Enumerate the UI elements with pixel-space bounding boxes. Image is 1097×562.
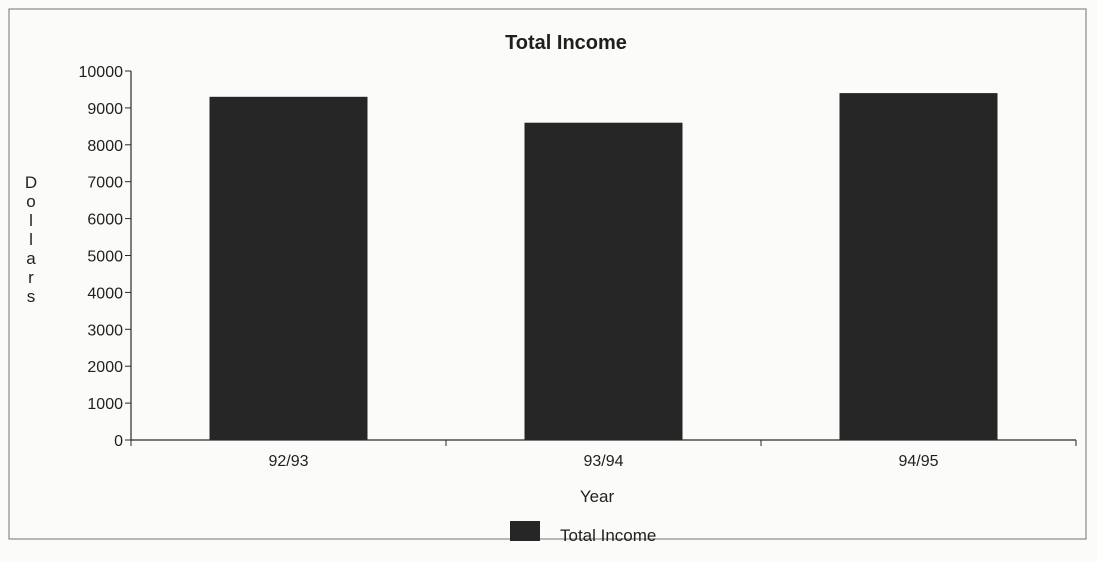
y-tick-label: 10000 [79,64,124,81]
x-tick-label: 94/95 [898,453,938,470]
legend-label: Total Income [560,526,656,545]
y-tick-label: 4000 [87,285,123,302]
x-tick-label: 92/93 [268,453,308,470]
y-tick-label: 6000 [87,212,123,229]
x-axis-title: Year [580,487,615,506]
bar-93-94 [524,122,683,440]
y-tick-label: 8000 [87,138,123,155]
y-axis-title-letter: o [26,192,35,211]
y-axis-title-letter: D [25,173,37,192]
y-tick-label: 9000 [87,101,123,118]
y-tick-label: 0 [114,433,123,450]
x-tick-label: 93/94 [583,453,623,470]
y-axis-title-letter: l [29,230,33,249]
y-axis-title-letter: a [26,249,36,268]
y-tick-label: 2000 [87,359,123,376]
y-tick-label: 7000 [87,175,123,192]
bar-92-93 [209,96,368,441]
y-tick-label: 3000 [87,322,123,339]
y-ticks: 0 1000 2000 3000 4000 5000 6000 7000 8000 9000 100… [79,64,131,450]
x-tick-labels: 92/93 93/94 94/95 [268,453,938,470]
legend: Total Income [510,521,656,545]
bar-94-95 [839,93,998,440]
y-tick-label: 5000 [87,249,123,266]
plot-area: 0 1000 2000 3000 4000 5000 6000 7000 8000 9000 100… [79,64,1077,470]
y-tick-label: 1000 [87,396,123,413]
y-axis-title-letter: s [27,287,36,306]
legend-swatch [510,521,540,541]
y-axis-title-letter: l [29,211,33,230]
bars-layer [209,93,998,441]
x-ticks [130,440,1077,446]
chart-title: Total Income [505,32,627,54]
chart-border [8,8,1087,540]
y-axis-title-letter: r [28,268,34,287]
